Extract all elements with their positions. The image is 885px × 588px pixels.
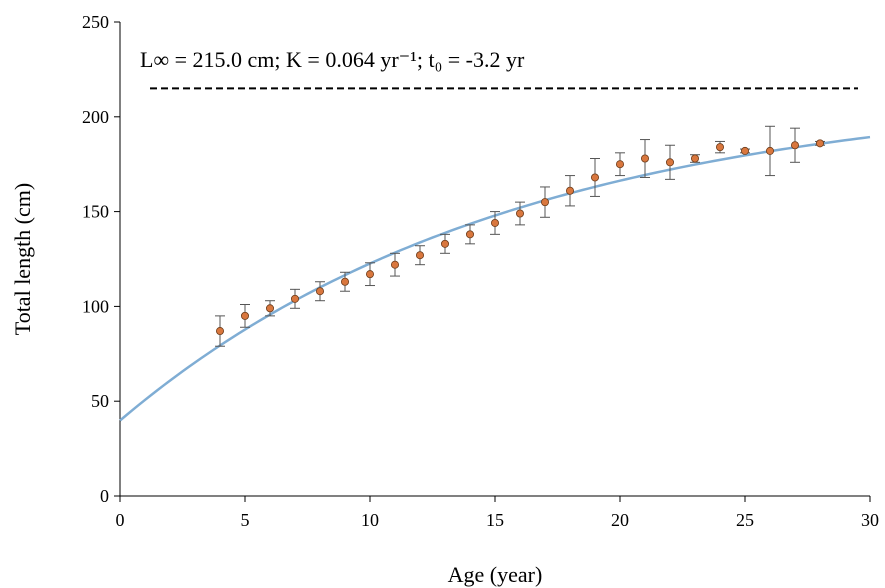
data-point [716,143,725,152]
plot-area: 0 50 100 150 200 250 0 5 10 15 20 25 30 [82,12,879,530]
y-tick-label: 150 [82,202,109,222]
data-point [415,251,424,260]
data-point [641,154,650,163]
y-tick-label: 0 [100,486,109,506]
data-point [390,260,399,269]
annotation-text: L∞ = 215.0 cm; K = 0.064 yr⁻¹; t₀ = -3.2… [140,47,525,72]
y-axis-ticks: 0 50 100 150 200 250 [82,12,120,506]
x-tick-label: 15 [486,510,504,530]
data-point [616,160,625,169]
x-tick-label: 25 [736,510,754,530]
data-point [591,173,600,182]
data-point [365,270,374,279]
error-bars [215,125,825,347]
data-point [766,146,775,155]
x-axis-ticks: 0 5 10 15 20 25 30 [116,496,879,530]
x-axis-title: Age (year) [448,562,543,587]
data-point [440,239,449,248]
data-point [340,277,349,286]
data-point [516,209,525,218]
fitted-curve [119,135,871,422]
data-points [215,139,825,336]
y-tick-label: 50 [91,391,109,411]
data-point [566,186,575,195]
x-tick-label: 20 [611,510,629,530]
data-point [240,311,249,320]
x-tick-label: 30 [861,510,879,530]
y-axis-title: Total length (cm) [10,183,35,335]
data-point [666,158,675,167]
data-point [315,287,324,296]
y-tick-label: 200 [82,107,109,127]
data-point [741,146,750,155]
data-point [265,304,274,313]
data-point [791,141,800,150]
x-tick-label: 5 [241,510,250,530]
data-point [215,327,224,336]
data-point [465,230,474,239]
x-tick-label: 0 [116,510,125,530]
data-point [691,154,700,163]
data-point [290,294,299,303]
x-tick-label: 10 [361,510,379,530]
y-tick-label: 100 [82,296,109,316]
data-point [541,198,550,207]
data-point [816,139,825,148]
y-tick-label: 250 [82,12,109,32]
data-point [490,218,499,227]
